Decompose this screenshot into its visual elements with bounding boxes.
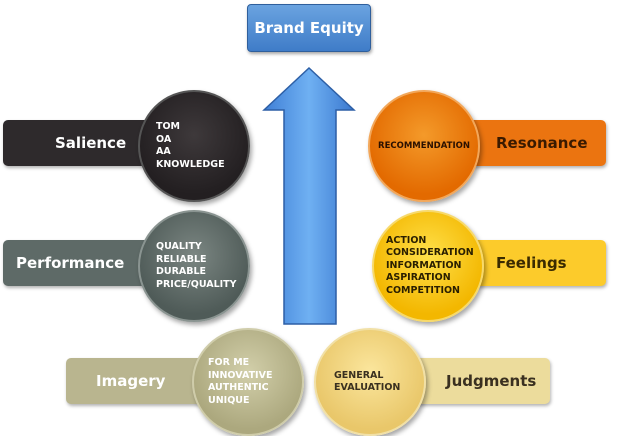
performance-label: Performance (16, 254, 125, 272)
list-item: COMPETITION (386, 284, 461, 296)
feelings-items: ACTION CONSIDERATION INFORMATION ASPIRAT… (374, 235, 474, 298)
judgments-circle: GENERAL EVALUATION (314, 328, 426, 436)
list-item: OA (156, 133, 172, 145)
imagery-circle: FOR ME INNOVATIVE AUTHENTIC UNIQUE (192, 328, 304, 436)
list-item: ACTION (386, 234, 427, 246)
list-item: DURABLE (156, 266, 207, 277)
list-item: KNOWLEDGE (156, 158, 225, 170)
list-item: CONSIDERATION (386, 247, 474, 259)
list-item: TOM (156, 121, 181, 132)
list-item: RELIABLE (156, 253, 207, 265)
list-item: AA (156, 146, 171, 157)
list-item: QUALITY (156, 241, 202, 252)
list-item: PRICE/QUALITY (156, 278, 237, 290)
list-item: GENERAL (334, 369, 384, 381)
list-item: INFORMATION (386, 259, 462, 271)
list-item: UNIQUE (208, 394, 250, 406)
judgments-items: GENERAL EVALUATION (316, 370, 400, 395)
imagery-label: Imagery (96, 372, 166, 390)
salience-label: Salience (55, 134, 127, 152)
resonance-circle: RECOMMENDATION (368, 90, 480, 202)
resonance-items: RECOMMENDATION (378, 140, 470, 153)
feelings-label: Feelings (496, 254, 567, 272)
list-item: RECOMMENDATION (378, 140, 470, 151)
resonance-label: Resonance (496, 134, 588, 152)
salience-items: TOM OA AA KNOWLEDGE (140, 121, 225, 171)
salience-circle: TOM OA AA KNOWLEDGE (138, 90, 250, 202)
brand-equity-title: Brand Equity (247, 4, 371, 52)
list-item: ASPIRATION (386, 272, 451, 284)
up-arrow-icon (262, 66, 356, 325)
list-item: EVALUATION (334, 382, 401, 393)
list-item: FOR ME (208, 357, 250, 368)
list-item: INNOVATIVE (208, 369, 273, 381)
performance-items: QUALITY RELIABLE DURABLE PRICE/QUALITY (140, 241, 237, 291)
list-item: AUTHENTIC (208, 382, 269, 393)
feelings-circle: ACTION CONSIDERATION INFORMATION ASPIRAT… (372, 210, 484, 322)
imagery-items: FOR ME INNOVATIVE AUTHENTIC UNIQUE (194, 357, 272, 407)
performance-circle: QUALITY RELIABLE DURABLE PRICE/QUALITY (138, 210, 250, 322)
judgments-label: Judgments (446, 372, 537, 390)
